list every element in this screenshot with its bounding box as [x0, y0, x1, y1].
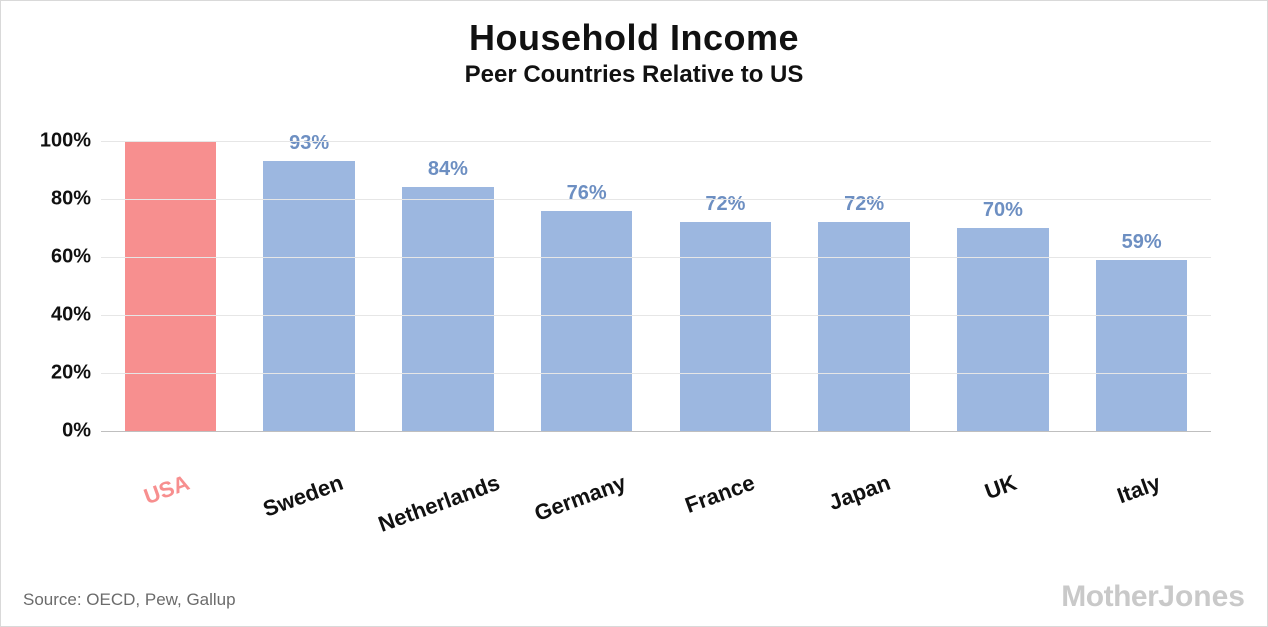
- bar: 70%: [957, 228, 1049, 431]
- bar-slot: 72%: [795, 141, 934, 431]
- chart-x-labels: USASwedenNetherlandsGermanyFranceJapanUK…: [101, 441, 1211, 551]
- bar: 93%: [263, 161, 355, 431]
- bar: 72%: [818, 222, 910, 431]
- bar-slot: 84%: [379, 141, 518, 431]
- x-label-slot: USA: [101, 441, 240, 551]
- chart-title: Household Income: [1, 17, 1267, 59]
- bar: [125, 141, 217, 431]
- x-label-slot: Sweden: [240, 441, 379, 551]
- x-axis-label: UK: [981, 470, 1020, 505]
- y-axis-tick-label: 0%: [62, 420, 101, 443]
- x-label-slot: Netherlands: [379, 441, 518, 551]
- bar-value-label: 76%: [567, 182, 607, 211]
- gridline: [101, 315, 1211, 316]
- brand-logo: MotherJones: [1061, 580, 1245, 614]
- y-axis-tick-label: 100%: [40, 130, 101, 153]
- bar: 76%: [541, 211, 633, 431]
- chart-frame: Household Income Peer Countries Relative…: [0, 0, 1268, 627]
- y-axis-tick-label: 20%: [51, 362, 101, 385]
- chart-bars: 93%84%76%72%72%70%59%: [101, 141, 1211, 431]
- bar-slot: [101, 141, 240, 431]
- bar: 84%: [402, 187, 494, 431]
- bar: 59%: [1096, 260, 1188, 431]
- x-label-slot: Germany: [517, 441, 656, 551]
- bar-value-label: 84%: [428, 158, 468, 187]
- bar-value-label: 70%: [983, 199, 1023, 228]
- brand-part1: Mother: [1061, 580, 1158, 613]
- x-label-slot: Italy: [1072, 441, 1211, 551]
- bar-slot: 93%: [240, 141, 379, 431]
- y-axis-tick-label: 40%: [51, 304, 101, 327]
- x-label-slot: UK: [934, 441, 1073, 551]
- y-axis-tick-label: 60%: [51, 246, 101, 269]
- gridline: [101, 257, 1211, 258]
- chart-source-text: Source: OECD, Pew, Gallup: [23, 590, 236, 610]
- bar-value-label: 72%: [844, 193, 884, 222]
- bar: 72%: [680, 222, 772, 431]
- bar-slot: 72%: [656, 141, 795, 431]
- gridline: [101, 431, 1211, 432]
- x-axis-label: USA: [141, 470, 194, 510]
- y-axis-tick-label: 80%: [51, 188, 101, 211]
- bar-slot: 70%: [934, 141, 1073, 431]
- bar-slot: 76%: [517, 141, 656, 431]
- x-axis-label: Germany: [531, 470, 630, 527]
- x-axis-label: Netherlands: [375, 470, 503, 538]
- brand-part2: Jones: [1158, 580, 1245, 613]
- bar-value-label: 93%: [289, 132, 329, 161]
- chart-titles: Household Income Peer Countries Relative…: [1, 1, 1267, 89]
- x-label-slot: Japan: [795, 441, 934, 551]
- bar-value-label: 72%: [705, 193, 745, 222]
- x-axis-label: Italy: [1113, 470, 1163, 509]
- gridline: [101, 373, 1211, 374]
- x-axis-label: Sweden: [260, 470, 347, 523]
- x-axis-label: Japan: [825, 470, 894, 516]
- gridline: [101, 141, 1211, 142]
- chart-plot-area: 93%84%76%72%72%70%59% 0%20%40%60%80%100%: [101, 141, 1211, 431]
- x-axis-label: France: [682, 470, 759, 519]
- x-label-slot: France: [656, 441, 795, 551]
- chart-subtitle: Peer Countries Relative to US: [1, 61, 1267, 89]
- bar-slot: 59%: [1072, 141, 1211, 431]
- gridline: [101, 199, 1211, 200]
- bar-value-label: 59%: [1122, 231, 1162, 260]
